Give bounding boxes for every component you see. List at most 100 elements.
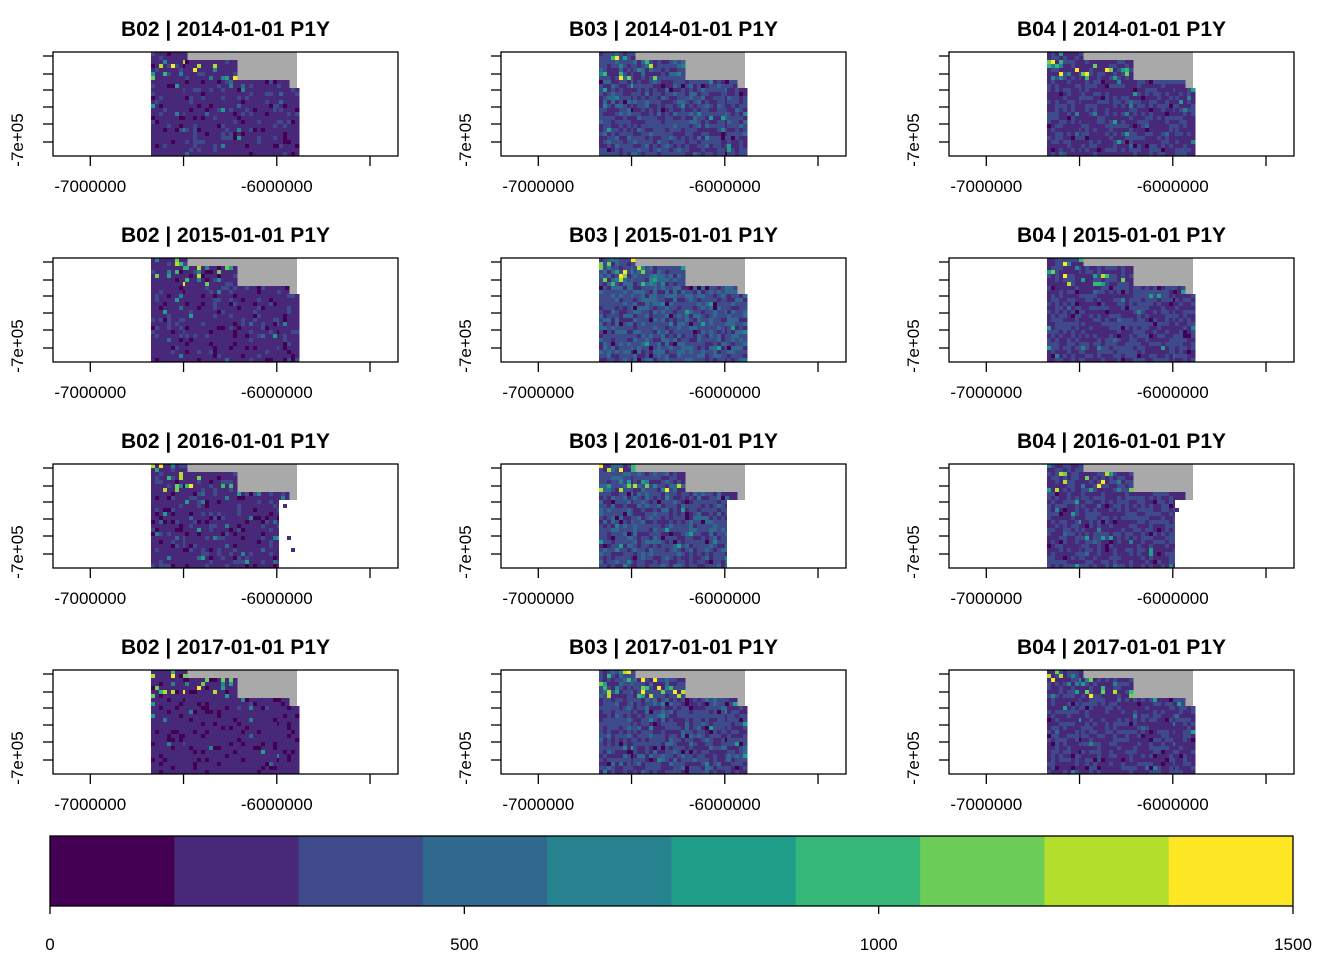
raster-cell — [661, 144, 666, 149]
raster-cell — [159, 286, 164, 291]
raster-cell — [673, 314, 678, 319]
raster-cell — [681, 310, 686, 315]
raster-cell — [1071, 334, 1076, 339]
raster-cell — [1071, 338, 1076, 343]
raster-cell — [1169, 92, 1174, 97]
raster-cell — [171, 266, 176, 271]
raster-cell — [607, 56, 612, 61]
raster-cell — [731, 322, 736, 327]
raster-cell — [657, 72, 662, 77]
raster-cell — [269, 302, 274, 307]
raster-cell — [713, 92, 718, 97]
raster-cell — [701, 128, 706, 133]
raster-cell — [1063, 290, 1068, 295]
raster-cell — [1179, 148, 1184, 153]
raster-cell — [669, 116, 674, 121]
raster-cell — [159, 68, 164, 73]
raster-cell — [1105, 124, 1110, 129]
raster-cell — [717, 124, 722, 129]
raster-cell — [209, 358, 214, 362]
raster-cell — [713, 346, 718, 351]
raster-cell — [697, 346, 702, 351]
raster-cell — [735, 354, 740, 359]
raster-cell — [201, 148, 206, 153]
raster-cell — [163, 342, 168, 347]
raster-cell — [225, 84, 230, 89]
raster-cell — [697, 350, 702, 355]
raster-cell — [1129, 76, 1134, 81]
raster-cell — [1117, 302, 1122, 307]
raster-cell — [607, 278, 612, 283]
raster-cell — [727, 116, 732, 121]
raster-cell — [189, 306, 194, 311]
raster-cell — [649, 350, 654, 355]
raster-cell — [273, 338, 278, 343]
raster-cell — [175, 294, 180, 299]
raster-cell — [739, 314, 744, 319]
raster-cell — [151, 104, 156, 109]
raster-cell — [151, 342, 156, 347]
x-tick-label: -7000000 — [54, 383, 126, 402]
raster-cell — [653, 346, 658, 351]
raster-cell — [669, 350, 674, 355]
raster-cell — [1081, 282, 1086, 287]
raster-cell — [607, 144, 612, 149]
raster-cell — [1051, 120, 1056, 125]
raster-cell — [665, 346, 670, 351]
raster-cell — [637, 92, 642, 97]
raster-cell — [189, 132, 194, 137]
raster-cell — [665, 326, 670, 331]
raster-cell — [1109, 128, 1114, 133]
raster-cell — [1047, 128, 1052, 133]
raster-cell — [619, 92, 624, 97]
raster-cell — [1055, 326, 1060, 331]
raster-cell — [281, 84, 286, 89]
raster-cell — [1081, 112, 1086, 117]
raster-cell — [677, 108, 682, 113]
raster-cell — [681, 84, 686, 89]
raster-cell — [623, 152, 628, 156]
raster-cell — [727, 136, 732, 141]
raster-cell — [627, 286, 632, 291]
raster-cell — [237, 116, 242, 121]
raster-cell — [1157, 104, 1162, 109]
raster-cell — [1129, 140, 1134, 145]
raster-cell — [175, 302, 180, 307]
raster-cell — [619, 64, 624, 69]
raster-cell — [221, 116, 226, 121]
raster-cell — [623, 76, 628, 81]
raster-cell — [661, 290, 666, 295]
raster-cell — [705, 100, 710, 105]
raster-cell — [1187, 128, 1192, 133]
raster-cell — [701, 96, 706, 101]
raster-cell — [1063, 96, 1068, 101]
raster-cell — [1093, 124, 1098, 129]
panel: B02 | 2014-01-01 P1Y-7000000 -6000000-7e+… — [8, 18, 399, 196]
raster-cell — [167, 60, 172, 65]
raster-cell — [731, 326, 736, 331]
raster-cell — [1113, 104, 1118, 109]
raster-cell — [261, 322, 266, 327]
raster-cell — [615, 136, 620, 141]
raster-cell — [261, 144, 266, 149]
raster-cell — [1117, 64, 1122, 69]
raster-cell — [669, 124, 674, 129]
raster-cell — [229, 76, 234, 81]
raster-cell — [677, 96, 682, 101]
raster-cell — [225, 278, 230, 283]
raster-cell — [697, 124, 702, 129]
raster-cell — [171, 302, 176, 307]
raster-cell — [645, 278, 650, 283]
raster-cell — [265, 330, 270, 335]
raster-cell — [287, 318, 292, 323]
raster-cell — [229, 132, 234, 137]
raster-cell — [611, 358, 616, 362]
raster-cell — [619, 298, 624, 303]
raster-cell — [265, 104, 270, 109]
raster-cell — [1067, 128, 1072, 133]
raster-cell — [273, 84, 278, 89]
raster-cell — [1067, 88, 1072, 93]
raster-cell — [283, 132, 288, 137]
raster-cell — [673, 96, 678, 101]
raster-cell — [681, 68, 686, 73]
